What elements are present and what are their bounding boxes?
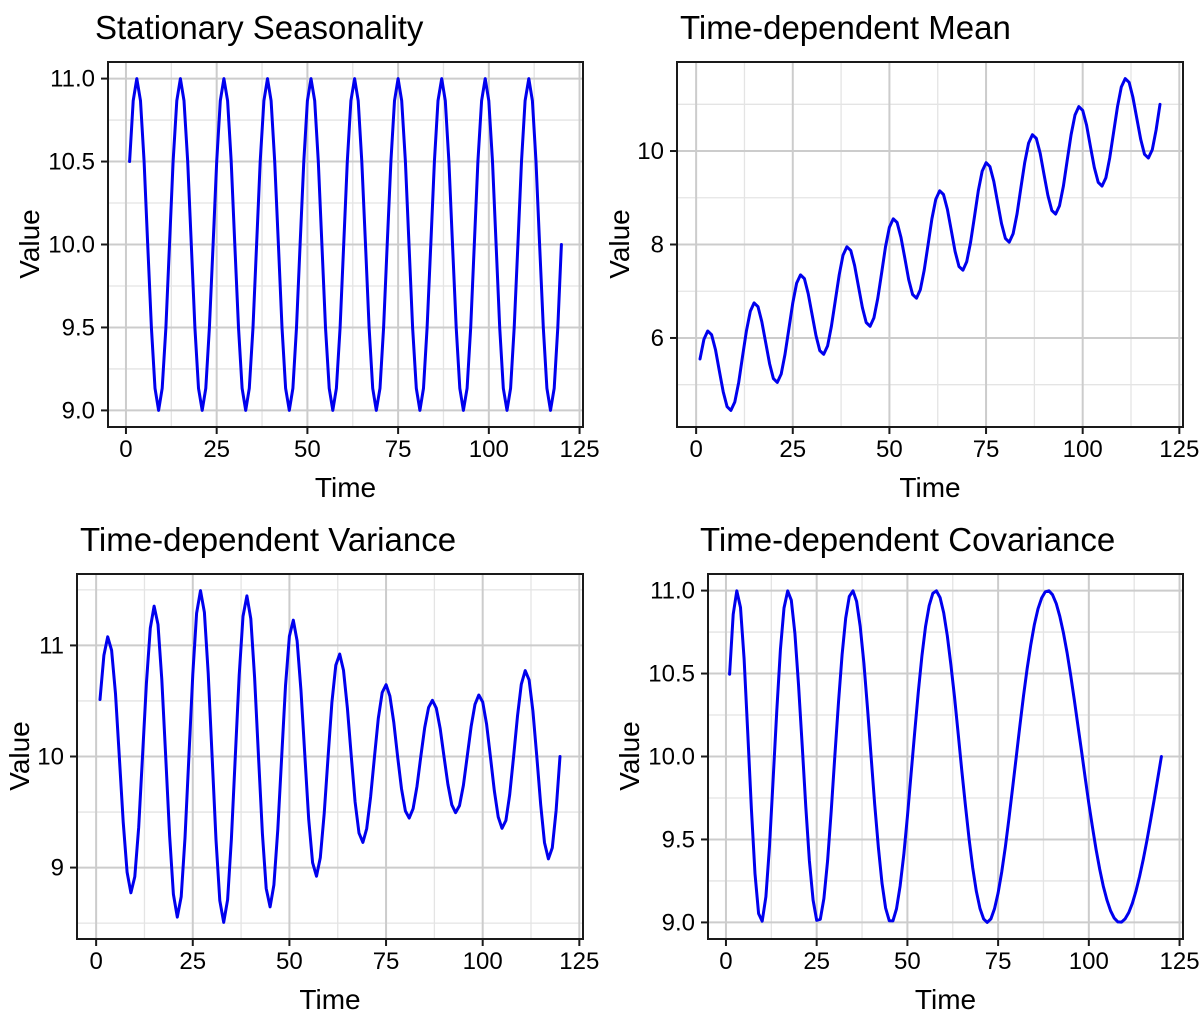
x-tick-labels: 0 25 50 75 100 125 [119,436,599,463]
chart-title: Time-dependent Variance [80,521,457,558]
x-tick-label: 75 [973,436,1000,463]
y-tick-label: 10.5 [648,661,695,688]
x-tick-label: 0 [89,948,102,975]
chart-time-dependent-mean: 0 25 50 75 100 125 6 8 10 Time-dependent Mean Va… [600,0,1200,512]
major-gridlines [77,574,583,939]
plot-panel: 0 25 50 75 100 125 9.0 9.5 10.0 10.5 11.0 [48,61,600,463]
x-tick-label: 25 [203,436,230,463]
y-tick-label: 10.0 [648,744,695,771]
x-tick-label: 125 [1159,436,1199,463]
plot-panel: 0 25 50 75 100 125 9 10 11 [37,573,599,975]
x-tick-label: 75 [985,948,1012,975]
chart-title: Time-dependent Mean [680,9,1011,46]
y-tick-labels: 6 8 10 [637,138,664,352]
y-axis-label: Value [4,720,35,791]
chart-title: Time-dependent Covariance [700,521,1116,558]
x-tick-label: 50 [876,436,903,463]
chart-time-dependent-variance: 0 25 50 75 100 125 9 10 11 Time-dependent Varian… [0,512,600,1024]
chart-title: Stationary Seasonality [95,9,424,46]
y-tick-label: 8 [651,232,664,259]
series-line [128,77,563,412]
y-tick-label: 11 [39,632,64,659]
y-axis-label: Value [14,208,45,279]
x-tick-label: 125 [559,948,599,975]
y-axis-label: Value [614,720,645,791]
x-axis-label: Time [899,472,961,503]
x-tick-label: 100 [463,948,503,975]
plot-panel: 0 25 50 75 100 125 9.0 9.5 10.0 10.5 11.0 [648,573,1200,975]
x-tick-label: 100 [1063,436,1103,463]
x-tick-labels: 0 25 50 75 100 125 [89,948,599,975]
x-tick-label: 125 [560,436,600,463]
y-tick-labels: 9.0 9.5 10.0 10.5 11.0 [648,578,695,937]
major-gridlines [708,574,1183,939]
x-tick-label: 100 [469,436,509,463]
y-tick-label: 11.0 [50,66,95,93]
x-tick-label: 50 [294,436,321,463]
axis-ticks [701,589,1181,946]
x-tick-label: 50 [276,948,303,975]
y-tick-label: 6 [651,325,664,352]
y-tick-label: 10.5 [48,149,95,176]
y-tick-label: 11.0 [650,578,695,605]
x-tick-label: 0 [719,948,732,975]
x-tick-labels: 0 25 50 75 100 125 [719,948,1199,975]
series-line [98,589,562,924]
x-tick-label: 75 [385,436,412,463]
x-tick-label: 100 [1069,948,1109,975]
y-tick-labels: 9.0 9.5 10.0 10.5 11.0 [48,66,95,425]
y-tick-label: 9.0 [62,397,95,424]
series-line [698,77,1162,412]
y-tick-label: 9.5 [662,826,695,853]
y-tick-labels: 9 10 11 [37,632,64,881]
chart-stationary-seasonality: 0 25 50 75 100 125 9.0 9.5 10.0 10.5 11.0 Stationa… [0,0,600,512]
x-tick-labels: 0 25 50 75 100 125 [689,436,1199,463]
x-tick-label: 0 [119,436,132,463]
y-tick-label: 10 [37,744,64,771]
axis-ticks [670,150,1181,434]
x-tick-label: 25 [179,948,206,975]
y-tick-label: 9.5 [62,314,95,341]
x-tick-label: 25 [803,948,830,975]
y-axis-label: Value [604,208,635,279]
x-tick-label: 125 [1160,948,1200,975]
x-axis-label: Time [299,984,361,1015]
y-tick-label: 10 [637,138,664,165]
x-tick-label: 25 [779,436,806,463]
chart-time-dependent-covariance: 0 25 50 75 100 125 9.0 9.5 10.0 10.5 11.0 Time-dep… [600,512,1200,1024]
y-tick-label: 9.0 [662,909,695,936]
x-tick-label: 50 [894,948,921,975]
y-tick-label: 9 [51,855,64,882]
x-tick-label: 75 [373,948,400,975]
x-axis-label: Time [914,984,977,1015]
axis-ticks [70,644,581,946]
major-gridlines [677,62,1183,427]
x-tick-label: 0 [689,436,702,463]
plot-panel: 0 25 50 75 100 125 6 8 10 [637,61,1199,463]
x-axis-label: Time [314,472,377,503]
y-tick-label: 10.0 [48,232,95,259]
axis-ticks [101,77,581,434]
series-line [728,589,1163,924]
